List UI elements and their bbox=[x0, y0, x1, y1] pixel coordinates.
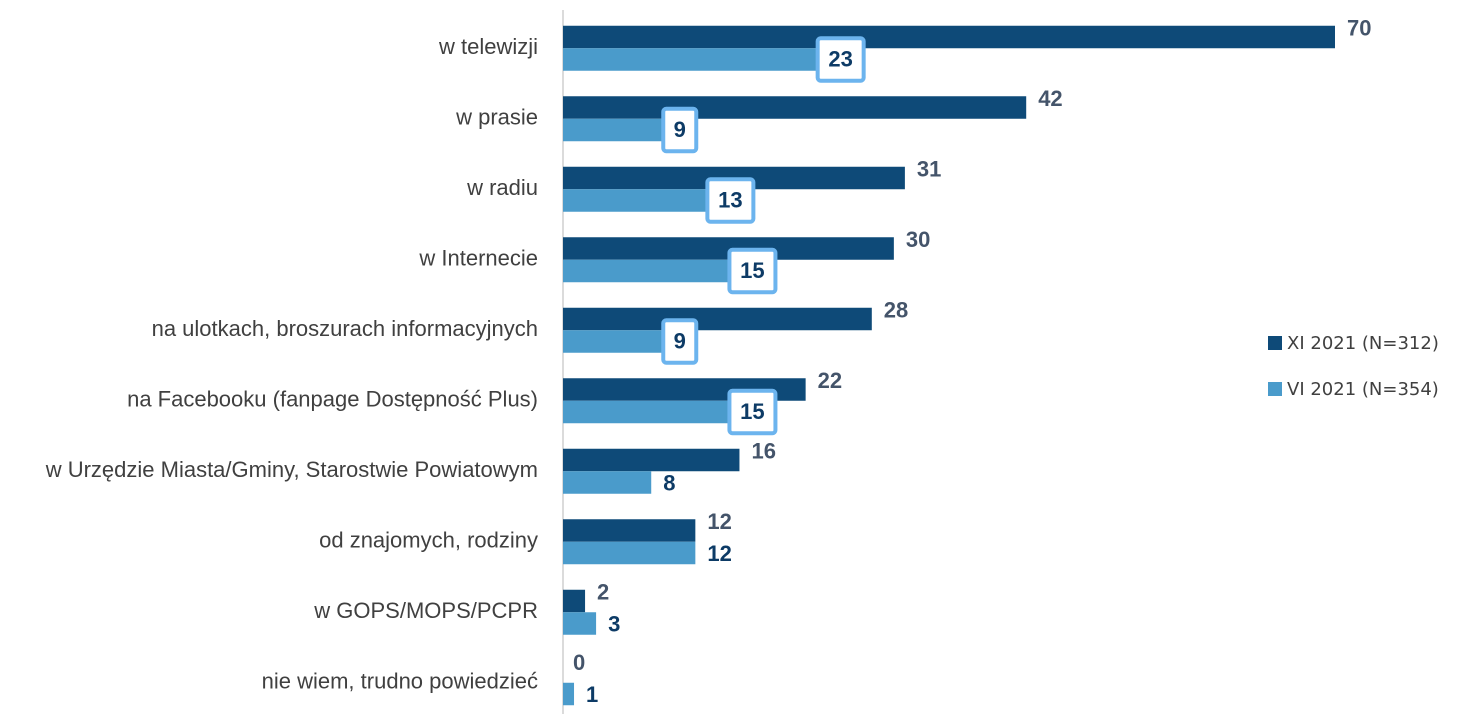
data-label: 2 bbox=[597, 580, 609, 605]
data-label: 30 bbox=[906, 227, 930, 252]
data-label: 31 bbox=[917, 157, 941, 182]
legend-swatch bbox=[1268, 336, 1282, 350]
category-label: w prasie bbox=[455, 105, 538, 130]
bar bbox=[563, 589, 586, 613]
data-label: 0 bbox=[573, 650, 585, 675]
bar bbox=[563, 682, 575, 706]
category-label: w radiu bbox=[466, 175, 538, 200]
data-label: 12 bbox=[707, 509, 731, 534]
bar bbox=[563, 96, 1027, 119]
bar bbox=[563, 48, 817, 71]
data-label: 9 bbox=[674, 117, 686, 142]
label-box bbox=[661, 106, 699, 154]
bar bbox=[563, 118, 663, 142]
legend-label: VI 2021 (N=354) bbox=[1287, 379, 1439, 400]
bar bbox=[563, 189, 707, 212]
bar bbox=[563, 471, 652, 494]
data-label: 15 bbox=[740, 399, 764, 424]
data-label: 15 bbox=[740, 258, 764, 283]
category-label: w Internecie bbox=[418, 246, 538, 271]
bar bbox=[563, 612, 597, 635]
bar bbox=[563, 307, 872, 331]
category-label: w telewizji bbox=[438, 34, 538, 59]
label-box bbox=[727, 388, 778, 436]
bar bbox=[563, 448, 740, 472]
bar bbox=[563, 519, 696, 542]
data-label: 13 bbox=[718, 187, 742, 212]
bar bbox=[563, 259, 729, 283]
category-label: nie wiem, trudno powiedzieć bbox=[262, 669, 538, 694]
bar bbox=[563, 25, 1335, 49]
category-label: na Facebooku (fanpage Dostępność Plus) bbox=[127, 387, 538, 412]
label-box bbox=[661, 318, 699, 365]
data-label: 42 bbox=[1038, 86, 1062, 111]
data-label: 23 bbox=[828, 46, 852, 71]
bar bbox=[563, 330, 663, 353]
data-label: 28 bbox=[884, 298, 908, 323]
data-label: 9 bbox=[674, 328, 686, 353]
data-label: 1 bbox=[586, 682, 598, 707]
data-label: 3 bbox=[608, 611, 620, 636]
label-box bbox=[815, 36, 866, 83]
bar bbox=[563, 400, 729, 424]
data-label: 8 bbox=[663, 470, 675, 495]
bar bbox=[563, 541, 696, 565]
data-label: 12 bbox=[707, 541, 731, 566]
category-label: w GOPS/MOPS/PCPR bbox=[313, 598, 538, 623]
data-label: 16 bbox=[751, 439, 775, 464]
category-label: w Urzędzie Miasta/Gminy, Starostwie Powi… bbox=[45, 457, 538, 482]
category-label: od znajomych, rodziny bbox=[319, 528, 538, 553]
label-box bbox=[727, 247, 778, 295]
category-label: na ulotkach, broszurach informacyjnych bbox=[152, 316, 538, 341]
data-label: 22 bbox=[818, 368, 842, 393]
data-label: 70 bbox=[1347, 16, 1371, 41]
label-box bbox=[705, 177, 756, 224]
bar bbox=[563, 237, 894, 260]
legend-swatch bbox=[1268, 382, 1282, 396]
legend-label: XI 2021 (N=312) bbox=[1287, 333, 1439, 354]
